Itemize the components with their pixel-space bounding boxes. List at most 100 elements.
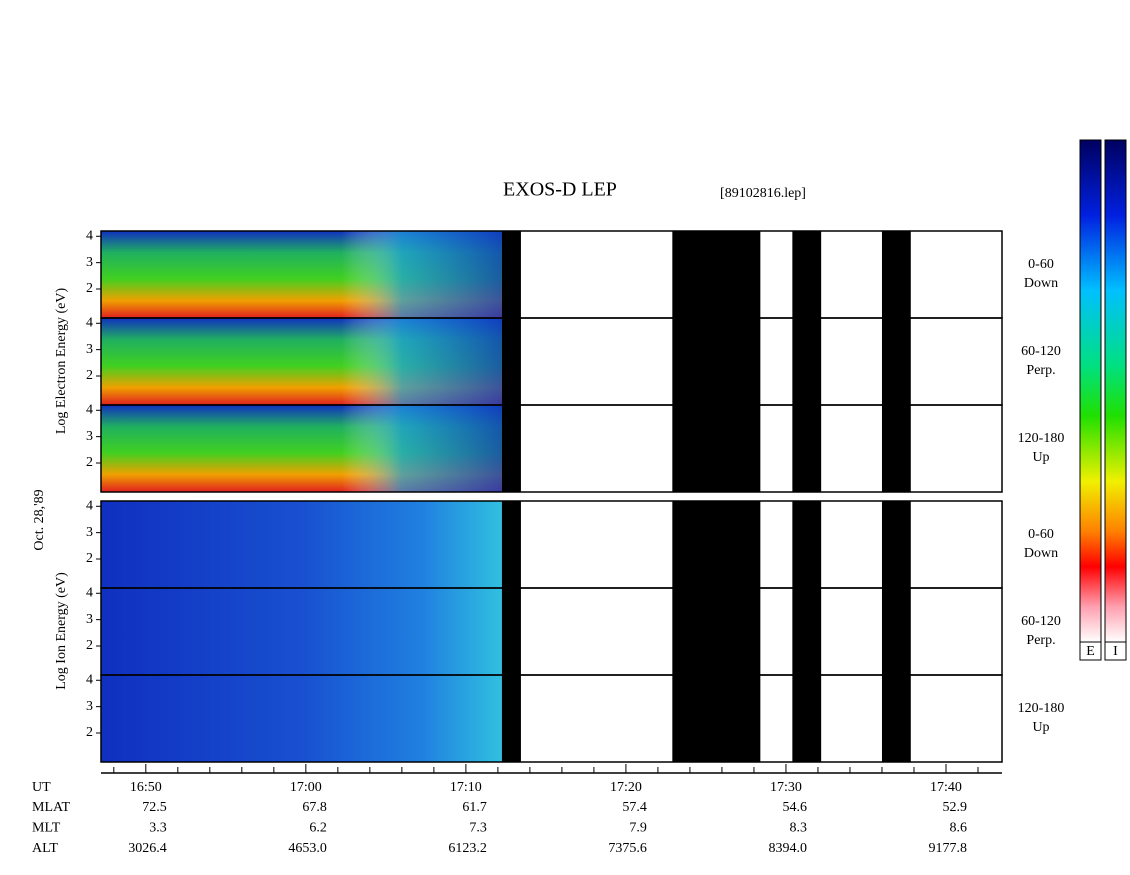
ephemeris-value: 7.9 xyxy=(629,821,647,836)
x-tick-label: 17:00 xyxy=(290,780,322,795)
ephemeris-value: 52.9 xyxy=(942,800,967,815)
data-gap xyxy=(501,588,521,675)
data-gap xyxy=(501,318,521,405)
y-tick-label: 2 xyxy=(86,725,93,740)
data-gap xyxy=(672,405,761,492)
y-tick-label: 3 xyxy=(86,429,93,444)
data-gap xyxy=(672,318,761,405)
ephemeris-value: 3.3 xyxy=(149,821,167,836)
colorbar-label-box xyxy=(1104,641,1127,661)
panel-frame xyxy=(100,674,1003,763)
y-tick-label: 4 xyxy=(86,585,93,600)
data-gap xyxy=(881,501,911,588)
x-tick-label: 17:40 xyxy=(930,780,962,795)
data-gap xyxy=(792,675,822,762)
row-label: MLT xyxy=(32,821,61,836)
chart-subtitle: [89102816.lep] xyxy=(720,186,806,201)
ephemeris-value: 8.3 xyxy=(789,821,807,836)
panel-label: 0-60 xyxy=(1028,257,1054,272)
panel-label: 120-180 xyxy=(1018,431,1065,446)
y-tick-label: 3 xyxy=(86,699,93,714)
spectrogram-image xyxy=(101,501,502,588)
ephemeris-value: 54.6 xyxy=(782,800,807,815)
data-gap xyxy=(792,588,822,675)
ephemeris-value: 7375.6 xyxy=(608,841,647,856)
y-tick-label: 2 xyxy=(86,368,93,383)
data-gap xyxy=(672,675,761,762)
colorbar-label: I xyxy=(1113,644,1118,659)
spectrogram-image xyxy=(101,318,502,405)
panel-sublabel: Perp. xyxy=(1026,363,1055,378)
data-gap xyxy=(881,405,911,492)
spectrogram-images xyxy=(101,231,502,762)
ephemeris-value: 72.5 xyxy=(142,800,167,815)
data-gap xyxy=(881,318,911,405)
row-label: MLAT xyxy=(32,800,71,815)
data-gap xyxy=(881,588,911,675)
data-gap xyxy=(881,675,911,762)
y-tick-label: 2 xyxy=(86,455,93,470)
row-label: ALT xyxy=(32,841,58,856)
ephemeris-value: 3026.4 xyxy=(128,841,167,856)
panel-sublabel: Up xyxy=(1032,450,1049,465)
chart-title: EXOS-D LEP xyxy=(503,179,617,201)
data-gap xyxy=(501,405,521,492)
y-tick-label: 3 xyxy=(86,525,93,540)
y-tick-label: 2 xyxy=(86,638,93,653)
data-gap xyxy=(501,501,521,588)
ephemeris-value: 57.4 xyxy=(622,800,647,815)
y-tick-label: 3 xyxy=(86,342,93,357)
spectrogram-image xyxy=(101,405,502,492)
y-tick-label: 4 xyxy=(86,228,93,243)
data-gap xyxy=(881,231,911,318)
colorbar-label-box xyxy=(1079,641,1102,661)
y-tick-label: 2 xyxy=(86,281,93,296)
y-tick-label: 4 xyxy=(86,498,93,513)
data-gap xyxy=(792,501,822,588)
x-tick-label: 17:30 xyxy=(770,780,802,795)
panel-label: 60-120 xyxy=(1021,614,1061,629)
spectrogram-image xyxy=(101,588,502,675)
colorbar-label: E xyxy=(1086,644,1095,659)
y-axis-label: Log Ion Energy (eV) xyxy=(54,572,69,690)
ephemeris-value: 6123.2 xyxy=(448,841,487,856)
x-tick-label: 16:50 xyxy=(130,780,162,795)
y-axis-label: Log Electron Energy (eV) xyxy=(54,288,69,435)
y-tick-label: 3 xyxy=(86,255,93,270)
ephemeris-value: 61.7 xyxy=(462,800,487,815)
panel-label: 0-60 xyxy=(1028,527,1054,542)
data-gap xyxy=(501,675,521,762)
y-tick-label: 3 xyxy=(86,612,93,627)
data-gap xyxy=(672,231,761,318)
y-tick-label: 4 xyxy=(86,672,93,687)
spectrogram-image xyxy=(101,675,502,762)
ephemeris-value: 9177.8 xyxy=(928,841,967,856)
ephemeris-value: 8.6 xyxy=(949,821,967,836)
spectrogram-image xyxy=(101,231,502,318)
panel-sublabel: Down xyxy=(1024,546,1058,561)
data-gap xyxy=(792,231,822,318)
panel-label: 60-120 xyxy=(1021,344,1061,359)
data-gap xyxy=(792,405,822,492)
ephemeris-value: 4653.0 xyxy=(288,841,327,856)
data-gap xyxy=(792,318,822,405)
x-tick-label: 17:20 xyxy=(610,780,642,795)
panel-label: 120-180 xyxy=(1018,701,1065,716)
data-gap xyxy=(501,231,521,318)
colorbar xyxy=(1079,139,1102,643)
row-label: UT xyxy=(32,780,51,795)
data-gap xyxy=(672,588,761,675)
panel-sublabel: Down xyxy=(1024,276,1058,291)
ephemeris-value: 7.3 xyxy=(469,821,487,836)
data-gap xyxy=(672,501,761,588)
colorbar xyxy=(1104,139,1127,643)
panel-sublabel: Up xyxy=(1032,720,1049,735)
ephemeris-value: 6.2 xyxy=(309,821,327,836)
y-tick-label: 4 xyxy=(86,402,93,417)
x-tick-label: 17:10 xyxy=(450,780,482,795)
ephemeris-value: 67.8 xyxy=(302,800,327,815)
date-label: Oct. 28,'89 xyxy=(32,489,47,550)
panel-sublabel: Perp. xyxy=(1026,633,1055,648)
panel-frame xyxy=(100,404,1003,493)
